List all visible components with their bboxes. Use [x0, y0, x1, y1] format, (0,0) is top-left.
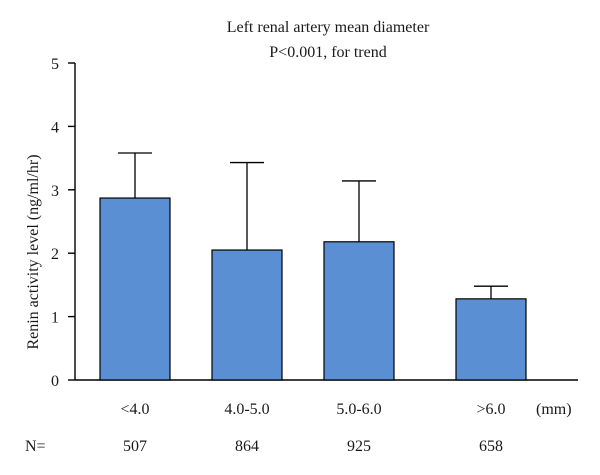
y-tick-label: 2 — [51, 246, 59, 263]
y-axis-label: Renin activity level (ng/ml/hr) — [25, 154, 42, 349]
y-tick-label: 1 — [51, 310, 59, 327]
x-tick-label: 4.0-5.0 — [224, 401, 269, 418]
n-value: 507 — [123, 438, 147, 455]
bar — [211, 249, 283, 381]
n-value: 658 — [479, 438, 503, 455]
n-value: 864 — [235, 438, 259, 455]
x-tick-label: 5.0-6.0 — [336, 401, 381, 418]
bar — [323, 241, 395, 381]
y-tick-label: 5 — [51, 56, 59, 73]
chart-title: Left renal artery mean diameter — [227, 19, 430, 36]
y-tick-label: 3 — [51, 183, 59, 200]
y-tick-label: 0 — [51, 373, 59, 390]
chart-subtitle: P<0.001, for trend — [269, 44, 386, 61]
y-tick-label: 4 — [51, 119, 59, 136]
plot-area: 0 1 2 3 4 5 <4.0 507 4.0-5.0 864 5.0-6.0 925 >6.0 658 — [51, 56, 578, 455]
n-label: N= — [25, 438, 46, 455]
x-axis-unit: (mm) — [536, 401, 572, 418]
x-tick-label: >6.0 — [476, 401, 505, 418]
x-tick-label: <4.0 — [120, 401, 149, 418]
bar — [99, 197, 171, 381]
bar — [455, 298, 527, 381]
n-value: 925 — [347, 438, 371, 455]
